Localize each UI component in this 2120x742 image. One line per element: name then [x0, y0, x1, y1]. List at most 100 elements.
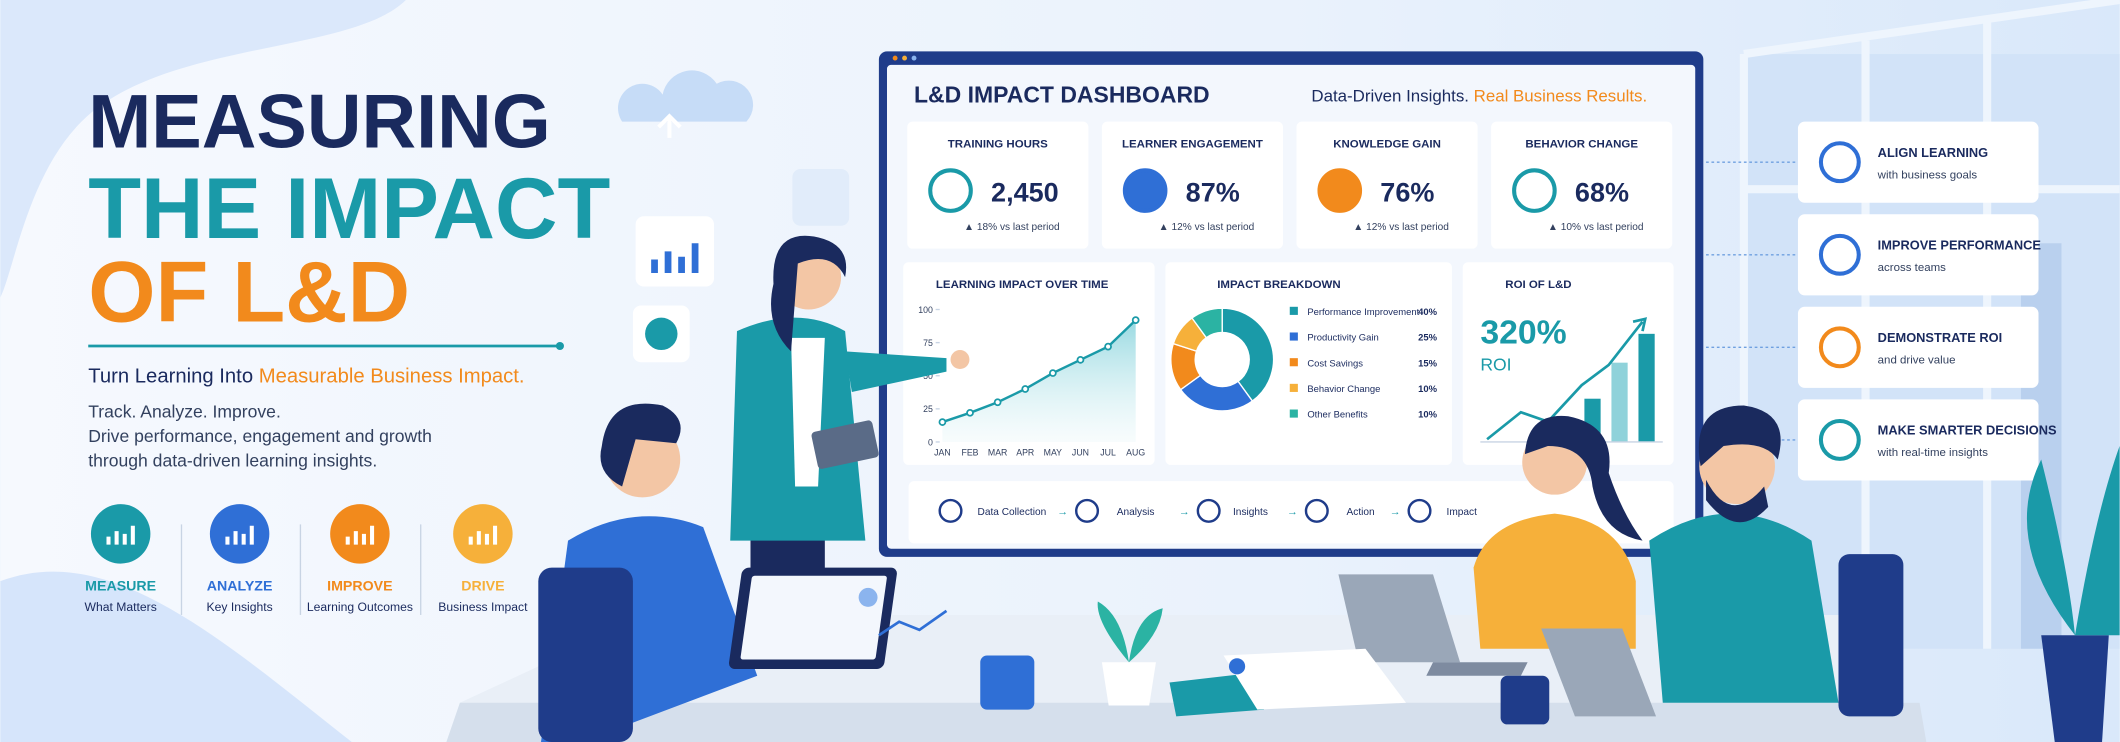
- kpi-card: [1101, 121, 1284, 249]
- charts: 0 25 50 75 100 JAN FEB MAR APR MAY JUN JUL AUG Perfor…: [918, 305, 1663, 457]
- x-tick-label: FEB: [961, 447, 978, 457]
- title-line: OF L&D: [88, 245, 410, 341]
- y-tick-label: 100: [918, 305, 933, 315]
- flow-label: Action: [1347, 507, 1375, 518]
- x-tick-label: APR: [1016, 447, 1034, 457]
- kpi-value: 87%: [1186, 177, 1240, 207]
- scene: [858, 587, 878, 607]
- donut-segment: [1221, 307, 1275, 403]
- background: [618, 70, 754, 122]
- flow-icon: [1196, 498, 1221, 523]
- flow-arrow: →: [1179, 506, 1190, 518]
- flow: Data Collection → Analysis → Insights → Action…: [938, 498, 1478, 523]
- pillar-sub: What Matters: [85, 600, 157, 614]
- scene: [1228, 658, 1246, 675]
- legend-label: Other Benefits: [1307, 410, 1368, 421]
- y-tick-label: 75: [923, 338, 933, 348]
- body-line: Drive performance, engagement and growth: [88, 426, 432, 446]
- pillar-sub: Business Impact: [438, 600, 528, 614]
- tagline: Turn Learning Into: [88, 365, 259, 387]
- flow-label: Analysis: [1117, 507, 1155, 518]
- tagline-highlight: Measurable Business Impact.: [259, 365, 525, 387]
- subtitle: Data-Driven Insights.: [1311, 86, 1473, 105]
- background: [0, 0, 406, 298]
- scene: [1426, 662, 1528, 676]
- dashboard-title: L&D IMPACT DASHBOARD: [914, 82, 1210, 108]
- roi-arrow: [1632, 317, 1648, 332]
- point: [1021, 385, 1030, 393]
- dashboard-frame: [902, 55, 908, 61]
- kpi-label: BEHAVIOR CHANGE: [1525, 138, 1638, 150]
- benefit-title: IMPROVE PERFORMANCE: [1878, 237, 2042, 252]
- x-tick-label: AUG: [1126, 447, 1145, 457]
- background: [657, 113, 682, 138]
- dashboard-frame: [892, 55, 898, 61]
- benefit-icon: [1818, 326, 1861, 369]
- subtitle-highlight: Real Business Results.: [1474, 86, 1648, 105]
- kpi-card: [1296, 121, 1478, 249]
- pillar-glyph: [106, 525, 135, 545]
- flow-icon: [1075, 498, 1100, 523]
- x-tick-label: JUN: [1072, 447, 1089, 457]
- flow-label: Impact: [1447, 507, 1478, 518]
- flow-icon: [1407, 498, 1432, 523]
- body-line: Track. Analyze. Improve.: [88, 402, 281, 422]
- kpi-icon: [1512, 168, 1557, 213]
- y-tick-label: 25: [923, 404, 933, 414]
- point: [1131, 316, 1140, 324]
- flow-arrow: →: [1287, 506, 1298, 518]
- legend-value: 10%: [1418, 384, 1438, 395]
- pillar-sub: Key Insights: [207, 600, 273, 614]
- scene: [538, 567, 633, 742]
- benefit-icon: [1818, 141, 1861, 184]
- scene: [771, 235, 847, 352]
- kpi-card: [1491, 121, 1673, 249]
- kpi-delta: ▲ 12% vs last period: [1159, 222, 1255, 233]
- scene: [1223, 648, 1406, 710]
- kpi-delta: ▲ 12% vs last period: [1353, 222, 1449, 233]
- y-tick-label: 0: [928, 437, 933, 447]
- scene: [1101, 662, 1156, 706]
- benefit-title: DEMONSTRATE ROI: [1878, 330, 2002, 345]
- scene: [845, 351, 947, 392]
- point: [1049, 369, 1057, 377]
- background: [645, 317, 678, 351]
- scene: [1097, 601, 1163, 663]
- benefit-card: [1797, 399, 2039, 481]
- benefit-card: [1797, 121, 2039, 203]
- chart-title: LEARNING IMPACT OVER TIME: [936, 279, 1109, 291]
- kpi-value: 68%: [1575, 177, 1629, 207]
- pillar-icon: [90, 504, 151, 564]
- x-tick-label: JAN: [934, 447, 951, 457]
- scene: [446, 235, 2120, 742]
- kpi-icon: [928, 168, 973, 213]
- benefit-title: MAKE SMARTER DECISIONS: [1878, 423, 2057, 438]
- background: [0, 571, 352, 742]
- body-line: through data-driven learning insights.: [88, 450, 377, 470]
- pillar-label: DRIVE: [461, 579, 504, 595]
- kpi-value: 2,450: [991, 177, 1059, 207]
- chart-title: ROI OF L&D: [1505, 279, 1571, 291]
- donut-segment: [1191, 307, 1223, 339]
- benefit-card: [1797, 214, 2039, 296]
- pillar-label: IMPROVE: [327, 579, 392, 595]
- legend-label: Behavior Change: [1307, 384, 1380, 395]
- pillar-icon: [209, 504, 270, 564]
- legend-value: 40%: [1418, 307, 1438, 318]
- roi-bar: [1611, 362, 1628, 442]
- scene: [2041, 635, 2109, 742]
- point: [1076, 355, 1085, 364]
- flow-icon: [1304, 498, 1329, 523]
- background: [792, 168, 850, 226]
- kpi-delta: ▲ 10% vs last period: [1548, 222, 1644, 233]
- scene: [1649, 513, 1839, 703]
- scene: [1524, 415, 1643, 541]
- scene: [1169, 673, 1265, 717]
- scene: [1838, 554, 1904, 717]
- background: [635, 216, 715, 287]
- legend-label: Cost Savings: [1307, 358, 1363, 369]
- point: [938, 418, 947, 426]
- benefit-icon: [1818, 418, 1861, 461]
- legend-value: 10%: [1418, 410, 1438, 421]
- pillar-glyph: [468, 525, 498, 545]
